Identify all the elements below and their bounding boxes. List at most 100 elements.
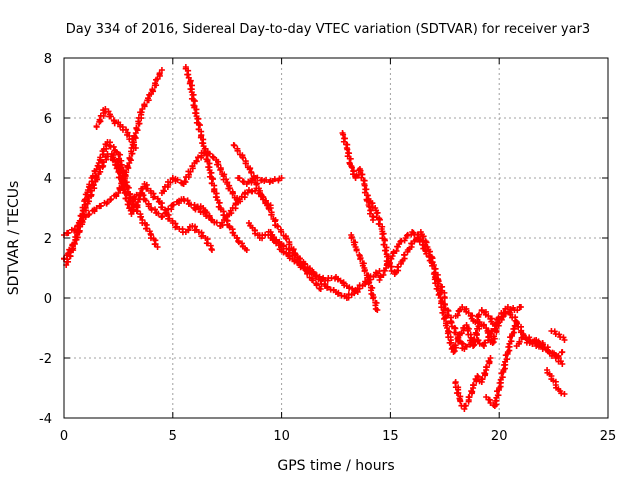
data-point-marker — [125, 184, 132, 191]
data-point-marker — [492, 398, 499, 405]
data-point-marker — [105, 108, 112, 115]
data-point-marker — [476, 340, 483, 347]
data-point-marker — [154, 195, 161, 202]
data-point-marker — [472, 329, 479, 336]
data-point-marker — [67, 253, 74, 260]
series-track-22 — [483, 319, 521, 409]
data-point-marker — [195, 121, 202, 128]
series-track-7 — [158, 148, 242, 205]
data-point-marker — [499, 374, 506, 381]
y-tick-label: 6 — [44, 112, 52, 127]
data-point-marker — [500, 362, 507, 369]
data-point — [93, 205, 100, 211]
data-point-marker — [93, 166, 100, 173]
data-point-marker — [280, 242, 287, 249]
data-point-marker — [357, 256, 364, 263]
data-point-marker — [291, 251, 298, 258]
data-point-marker — [463, 343, 470, 350]
data-point-marker — [462, 402, 469, 409]
series-track-12 — [235, 174, 285, 187]
data-point — [559, 349, 566, 355]
data-point — [158, 67, 165, 73]
data-point-marker — [129, 135, 136, 142]
data-point-marker — [496, 380, 503, 387]
data-point — [132, 145, 139, 151]
data-point-marker — [348, 164, 355, 171]
data-point — [374, 307, 381, 313]
data-point-marker — [454, 312, 461, 319]
data-point-marker — [265, 205, 272, 212]
series-track-5 — [108, 151, 215, 253]
data-point-marker — [458, 330, 465, 337]
data-point-marker — [233, 234, 240, 241]
data-point-marker — [152, 80, 159, 87]
data-point-marker — [452, 342, 459, 349]
data-point-marker — [257, 190, 264, 197]
series-track-11 — [245, 220, 361, 295]
data-points — [61, 64, 568, 412]
data-point-marker — [403, 232, 410, 239]
data-point-marker — [97, 154, 104, 161]
series-track-21 — [452, 355, 494, 412]
data-point-marker — [479, 376, 486, 383]
data-point-marker — [151, 193, 158, 200]
data-point — [487, 355, 494, 361]
data-point-marker — [254, 174, 261, 181]
data-point-marker — [217, 166, 224, 173]
data-point-marker — [448, 339, 455, 346]
data-point-marker — [126, 198, 133, 205]
data-point-marker — [143, 225, 150, 232]
data-point — [369, 217, 376, 223]
data-point-marker — [516, 338, 523, 345]
data-point-marker — [513, 320, 520, 327]
data-point-marker — [455, 389, 462, 396]
data-point-marker — [86, 181, 93, 188]
data-point-marker — [381, 247, 388, 254]
data-point-marker — [475, 337, 482, 344]
series-track-24 — [513, 334, 566, 367]
y-tick-label: 0 — [44, 292, 52, 307]
data-point-marker — [514, 307, 521, 314]
data-point-marker — [239, 154, 246, 161]
data-point-marker — [152, 206, 159, 213]
data-point-marker — [236, 175, 243, 182]
data-point-marker — [490, 339, 497, 346]
data-point-marker — [335, 289, 342, 296]
data-point — [463, 322, 470, 328]
data-point — [278, 175, 285, 181]
series-track-3 — [63, 139, 137, 268]
series-track-19 — [441, 301, 514, 352]
data-point-marker — [397, 238, 404, 245]
data-point-marker — [390, 248, 397, 255]
data-point-marker — [347, 155, 354, 162]
data-point-marker — [365, 280, 372, 287]
data-point-marker — [324, 283, 331, 290]
data-point-marker — [274, 223, 281, 230]
series-track-20 — [452, 303, 524, 328]
data-point-marker — [185, 227, 192, 234]
data-point-marker — [215, 161, 222, 168]
y-tick-label: 8 — [44, 52, 52, 67]
data-point-marker — [422, 238, 429, 245]
data-point — [443, 325, 450, 331]
data-point-marker — [89, 178, 96, 185]
data-point-marker — [512, 317, 519, 324]
data-point-marker — [187, 86, 194, 93]
data-point-marker — [184, 71, 191, 78]
data-point-marker — [411, 231, 418, 238]
data-point-marker — [248, 169, 255, 176]
data-point-marker — [203, 151, 210, 158]
x-axis-label: GPS time / hours — [277, 458, 394, 474]
series-track-14 — [339, 130, 377, 223]
data-point-marker — [372, 269, 379, 276]
series-track-4 — [93, 106, 139, 151]
data-point-marker — [285, 246, 292, 253]
data-point-marker — [401, 251, 408, 258]
data-point-marker — [159, 213, 166, 220]
data-point-marker — [123, 126, 130, 133]
data-point — [559, 361, 566, 367]
data-point-marker — [166, 215, 173, 222]
x-tick-label: 0 — [60, 429, 68, 444]
data-point-marker — [351, 287, 358, 294]
